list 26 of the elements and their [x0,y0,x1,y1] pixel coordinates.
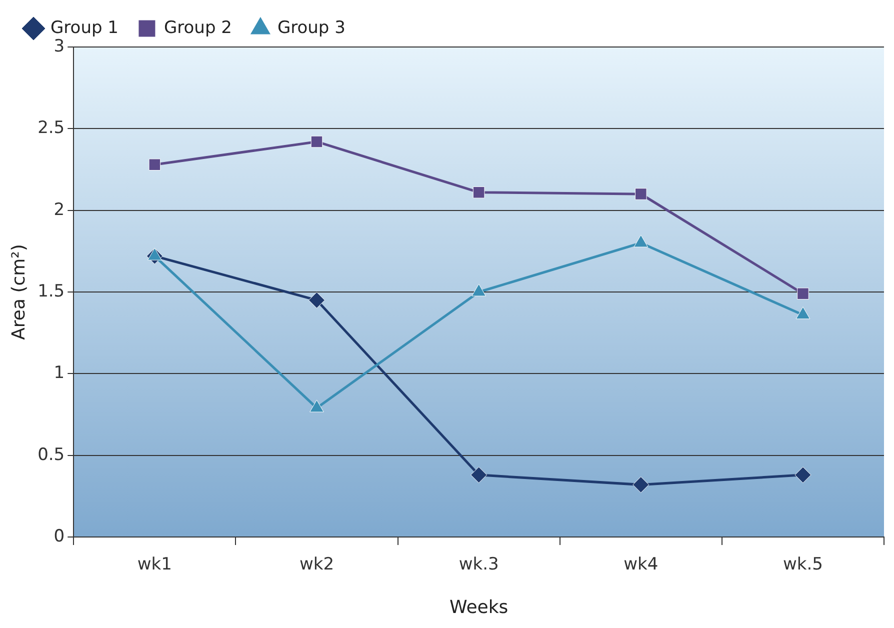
x-tick-label: wk.3 [458,554,499,575]
x-tick-label: wk.5 [782,554,823,575]
point [470,466,488,484]
point [308,292,325,308]
legend-label: Group 3 [277,18,346,38]
x-axis-title: Weeks [449,596,508,618]
y-tick-label: 3 [54,36,65,56]
y-tick-label: 2 [54,200,65,220]
point [472,186,485,198]
y-tick-label: 1.5 [38,281,65,302]
y-tick-label: 1 [54,363,65,384]
legend-label: Group 2 [164,18,232,38]
point [310,136,323,148]
y-tick-label: 0 [54,526,65,546]
x-tick-label: wk2 [299,554,334,575]
point [797,288,809,300]
legend-label: Group 1 [50,18,118,38]
point [794,466,812,484]
x-tick-label: wk1 [137,554,172,575]
point [148,158,161,171]
y-tick-label: 2.5 [38,118,65,138]
point [634,188,647,200]
x-tick-label: wk4 [624,554,658,575]
y-tick-label: 0.5 [38,444,65,465]
point [632,476,650,493]
y-axis-title: Area (cm²) [8,244,30,340]
